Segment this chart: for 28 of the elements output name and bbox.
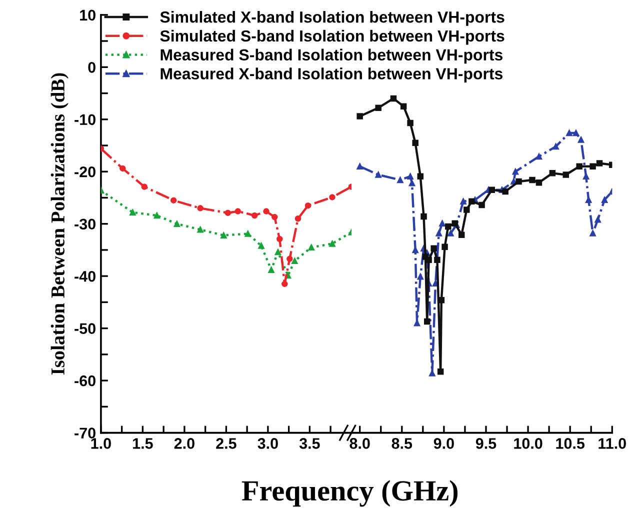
legend-label: Simulated X-band Isolation between VH-ports: [160, 11, 504, 26]
x-tick-label: 9.5: [476, 438, 496, 449]
x-tick-label: 2.0: [174, 438, 194, 449]
x-tick-label: 8.5: [392, 438, 412, 449]
x-tick-label: 1.5: [133, 438, 153, 449]
x-tick-label: 3.5: [299, 438, 320, 449]
y-tick-label: -20: [74, 166, 96, 178]
y-tick-label: -10: [74, 114, 96, 126]
y-tick-label: 0: [88, 62, 96, 73]
x-tick-label: 9.0: [434, 438, 454, 449]
legend-label: Simulated S-band Isolation between VH-ports: [160, 30, 504, 45]
x-axis-title: Frequency (GHz): [242, 480, 458, 507]
x-tick-label: 2.5: [216, 438, 236, 449]
y-tick-label: -60: [74, 375, 96, 386]
y-tick-label: -40: [74, 270, 96, 282]
legend-label: Measured X-band Isolation between VH-ports: [160, 68, 503, 83]
y-tick-label: -50: [74, 323, 96, 334]
y-tick-label: 10: [80, 10, 96, 21]
x-tick-label: 10.0: [514, 438, 542, 449]
x-tick-label: 3.0: [258, 438, 278, 449]
y-tick-label: -30: [74, 218, 96, 230]
y-tick-label: -70: [74, 428, 96, 438]
y-axis-title: Isolation Between Polarizations (dB): [50, 73, 68, 375]
x-tick-label: 8.0: [350, 438, 370, 449]
x-tick-label: 10.5: [556, 438, 585, 449]
legend-label: Measured S-band Isolation between VH-ports: [160, 48, 503, 64]
x-tick-label: 11.0: [598, 438, 626, 449]
x-tick-label: 1.0: [91, 438, 111, 449]
